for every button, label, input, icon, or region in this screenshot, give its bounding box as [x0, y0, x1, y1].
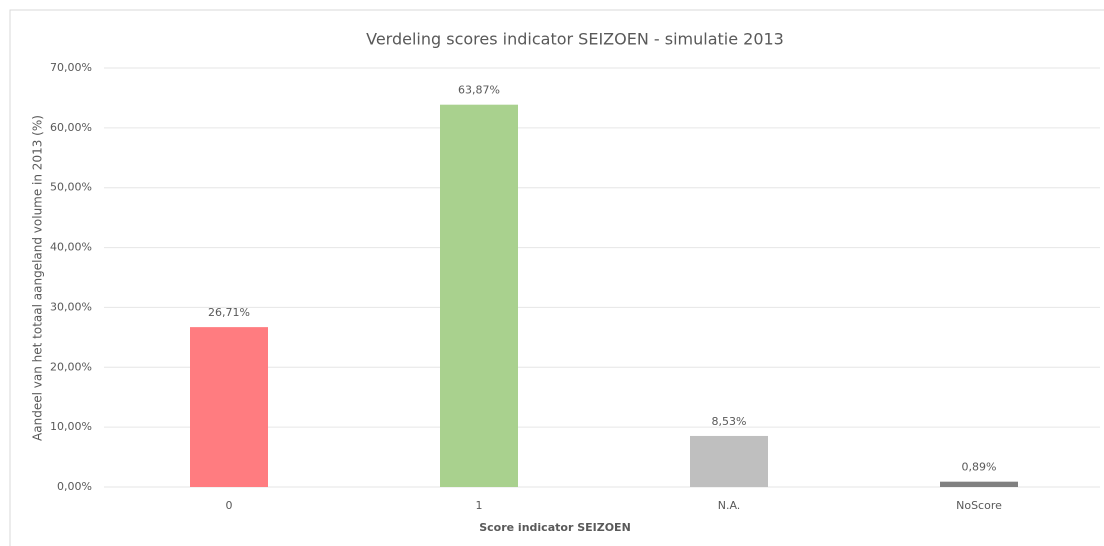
- y-tick-label: 20,00%: [50, 360, 92, 373]
- data-label: 8,53%: [712, 415, 747, 428]
- chart-title: Verdeling scores indicator SEIZOEN - sim…: [366, 30, 784, 49]
- y-tick-label: 30,00%: [50, 300, 92, 313]
- y-tick-label: 10,00%: [50, 420, 92, 433]
- y-tick-label: 50,00%: [50, 181, 92, 194]
- y-tick-label: 0,00%: [57, 480, 92, 493]
- bar: [940, 481, 1018, 487]
- x-tick-label: 0: [226, 499, 233, 512]
- chart-border: [9, 9, 1104, 546]
- data-label: 63,87%: [458, 84, 500, 97]
- data-label: 0,89%: [962, 461, 997, 474]
- x-tick-label: NoScore: [956, 499, 1002, 512]
- y-tick-label: 60,00%: [50, 121, 92, 134]
- x-axis-title: Score indicator SEIZOEN: [479, 521, 631, 534]
- bar: [190, 327, 268, 487]
- x-tick-label: 1: [476, 499, 483, 512]
- x-tick-label: N.A.: [718, 499, 741, 512]
- y-tick-label: 70,00%: [50, 61, 92, 74]
- bar: [690, 435, 768, 487]
- y-axis-title: Aandeel van het totaal aangeland volume …: [31, 115, 45, 441]
- y-tick-label: 40,00%: [50, 241, 92, 254]
- data-label: 26,71%: [208, 306, 250, 319]
- bar: [440, 104, 518, 487]
